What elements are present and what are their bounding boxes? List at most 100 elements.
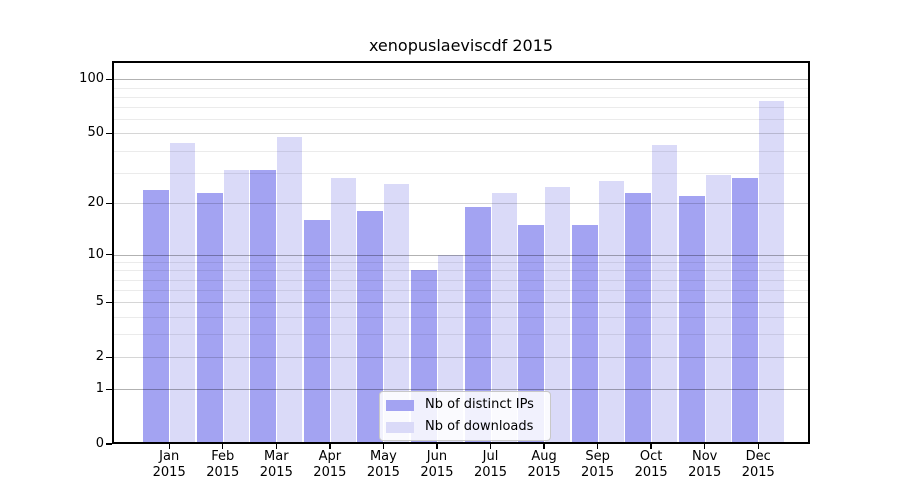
y-tick-label-2: 2 <box>95 349 104 365</box>
y-tick-label-20: 20 <box>87 195 104 211</box>
gridline-50 <box>112 133 810 135</box>
x-tick-feb <box>222 444 224 449</box>
x-tick-label-jun: Jun 2015 <box>407 449 467 481</box>
bar-downloads-apr <box>330 177 356 444</box>
bar-downloads-mar <box>277 136 303 444</box>
x-tick-label-nov: Nov 2015 <box>675 449 735 481</box>
x-tick-oct <box>650 444 652 449</box>
x-tick-nov <box>704 444 706 449</box>
x-tick-year: 2015 <box>527 465 561 480</box>
x-tick-jul <box>489 444 492 449</box>
y-tick-label-100: 100 <box>79 71 104 87</box>
x-tick-year: 2015 <box>473 465 508 480</box>
x-tick-sep <box>596 444 599 449</box>
bar-ips-oct <box>625 192 652 444</box>
bar-ips-jan <box>143 189 170 444</box>
bar-ips-nov <box>678 196 705 444</box>
x-tick-year: 2015 <box>581 465 615 480</box>
gridline-80 <box>112 96 810 98</box>
x-tick-jun <box>436 444 438 449</box>
y-tick-1 <box>106 388 112 390</box>
x-tick-label-apr: Apr 2015 <box>300 449 360 481</box>
bar-ips-mar <box>250 170 277 444</box>
legend: Nb of distinct IPs Nb of downloads <box>379 391 551 441</box>
gridline-6 <box>112 290 810 292</box>
y-tick-label-1: 1 <box>95 381 104 397</box>
x-tick-year: 2015 <box>688 465 722 480</box>
legend-item-downloads: Nb of downloads <box>386 419 542 435</box>
bar-downloads-dec <box>759 100 785 444</box>
x-tick-month: Aug <box>531 449 557 464</box>
y-tick-0 <box>106 443 112 445</box>
gridline-20 <box>112 203 810 205</box>
bar-downloads-sep <box>598 180 624 444</box>
gridline-30 <box>112 172 810 174</box>
axis-spine-right <box>808 61 810 444</box>
gridline-7 <box>112 279 810 281</box>
gridline-40 <box>112 150 810 152</box>
x-tick-jan <box>168 444 170 449</box>
legend-label-downloads: Nb of downloads <box>425 419 534 434</box>
x-tick-year: 2015 <box>420 465 454 480</box>
y-tick-50 <box>106 132 112 135</box>
axis-spine-bottom <box>112 442 810 444</box>
y-tick-20 <box>106 202 112 205</box>
x-tick-year: 2015 <box>366 465 400 480</box>
legend-label-ips: Nb of distinct IPs <box>425 397 534 412</box>
legend-swatch-downloads-icon <box>386 421 414 433</box>
gridline-1 <box>112 389 810 391</box>
x-tick-label-sep: Sep 2015 <box>568 449 628 481</box>
y-tick-label-50: 50 <box>87 125 104 141</box>
axis-spine-top <box>112 61 810 63</box>
x-tick-label-jan: Jan 2015 <box>139 449 199 481</box>
gridline-9 <box>112 262 810 264</box>
legend-item-ips: Nb of distinct IPs <box>386 397 542 413</box>
gridline-70 <box>112 107 810 109</box>
x-tick-may <box>382 444 385 449</box>
gridline-8 <box>112 270 810 272</box>
x-tick-month: May <box>369 449 397 464</box>
x-tick-month: Jun <box>426 449 448 464</box>
plot-area <box>112 61 810 444</box>
x-tick-mar <box>275 444 277 449</box>
x-tick-month: Feb <box>211 449 235 464</box>
bar-downloads-nov <box>705 175 731 444</box>
chart-title: xenopuslaeviscdf 2015 <box>368 36 554 55</box>
x-tick-month: Apr <box>318 449 342 464</box>
x-tick-aug <box>543 444 545 449</box>
x-tick-month: Jul <box>482 449 499 464</box>
x-tick-label-aug: Aug 2015 <box>514 449 574 481</box>
legend-swatch-ips-icon <box>386 399 414 411</box>
x-tick-month: Nov <box>692 449 718 464</box>
x-tick-year: 2015 <box>634 465 668 480</box>
gridline-5 <box>112 302 810 304</box>
x-tick-year: 2015 <box>313 465 347 480</box>
x-tick-label-feb: Feb 2015 <box>193 449 253 481</box>
y-tick-10 <box>106 253 112 256</box>
gridline-100 <box>112 79 810 81</box>
bar-downloads-jan <box>170 143 196 444</box>
bar-ips-apr <box>303 220 330 444</box>
x-tick-label-dec: Dec 2015 <box>728 449 788 481</box>
axis-spine-left <box>112 61 114 444</box>
x-tick-label-oct: Oct 2015 <box>621 449 681 481</box>
bar-ips-feb <box>196 192 223 444</box>
x-tick-month: Sep <box>585 449 610 464</box>
gridline-90 <box>112 87 810 89</box>
x-tick-month: Dec <box>745 449 771 464</box>
gridline-60 <box>112 119 810 121</box>
gridline-4 <box>112 316 810 318</box>
x-tick-year: 2015 <box>206 465 240 480</box>
x-tick-label-mar: Mar 2015 <box>246 449 306 481</box>
gridline-3 <box>112 334 810 336</box>
y-tick-5 <box>106 301 112 304</box>
x-tick-label-may: May 2015 <box>353 449 413 481</box>
gridline-2 <box>112 357 810 359</box>
bar-ips-sep <box>571 224 598 444</box>
y-tick-label-5: 5 <box>95 294 104 310</box>
x-tick-year: 2015 <box>152 465 186 480</box>
gridline-10 <box>112 254 810 256</box>
bar-ips-dec <box>732 177 759 444</box>
x-tick-year: 2015 <box>259 465 293 480</box>
